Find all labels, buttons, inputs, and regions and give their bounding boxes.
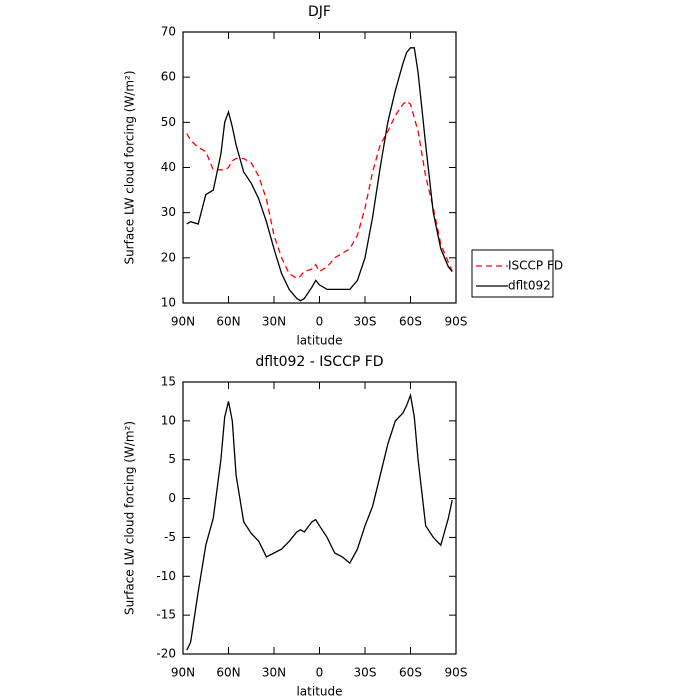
data-line xyxy=(186,392,453,651)
legend-label: dflt092 xyxy=(508,279,551,293)
y-tick-label: 30 xyxy=(161,205,176,219)
x-tick-label: 60S xyxy=(399,315,422,329)
data-line xyxy=(186,100,453,279)
x-tick-label: 0 xyxy=(316,315,324,329)
x-axis-label: latitude xyxy=(296,685,342,699)
y-tick-label: -20 xyxy=(156,647,176,661)
x-tick-label: 60S xyxy=(399,666,422,680)
data-line xyxy=(186,47,453,302)
plot-frame xyxy=(182,381,457,655)
x-tick-label: 90N xyxy=(171,666,195,680)
x-tick-label: 60N xyxy=(216,666,240,680)
y-tick-label: 10 xyxy=(161,296,176,310)
x-tick-label: 30N xyxy=(262,666,286,680)
y-tick-label: 15 xyxy=(161,375,176,389)
y-tick-label: 50 xyxy=(161,115,176,129)
chart-title: dflt092 - ISCCP FD xyxy=(255,354,383,370)
y-tick-label: 0 xyxy=(168,491,176,505)
x-tick-label: 90S xyxy=(445,666,468,680)
y-tick-label: 20 xyxy=(161,250,176,264)
y-axis-label: Surface LW cloud forcing (W/m²) xyxy=(123,70,137,264)
y-tick-label: 70 xyxy=(161,25,176,39)
chart-title: DJF xyxy=(308,4,331,20)
x-axis-label: latitude xyxy=(296,334,342,348)
y-tick-label: 40 xyxy=(161,160,176,174)
x-tick-label: 0 xyxy=(316,666,324,680)
x-tick-label: 60N xyxy=(216,315,240,329)
x-tick-label: 30S xyxy=(354,666,377,680)
x-tick-label: 90N xyxy=(171,315,195,329)
y-tick-label: -5 xyxy=(164,530,176,544)
plot-frame xyxy=(182,31,457,304)
y-tick-label: -10 xyxy=(156,569,176,583)
y-tick-label: 60 xyxy=(161,70,176,84)
legend-label: ISCCP FD xyxy=(508,259,563,273)
legend-box xyxy=(471,249,554,298)
y-axis-label: Surface LW cloud forcing (W/m²) xyxy=(123,421,137,615)
y-tick-label: 5 xyxy=(168,452,176,466)
x-tick-label: 90S xyxy=(445,315,468,329)
y-tick-label: -15 xyxy=(156,608,176,622)
x-tick-label: 30S xyxy=(354,315,377,329)
x-tick-label: 30N xyxy=(262,315,286,329)
y-tick-label: 10 xyxy=(161,413,176,427)
